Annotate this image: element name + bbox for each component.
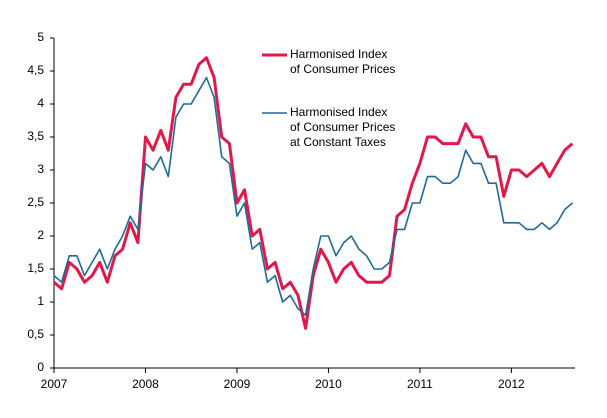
y-tick-label: 4,5 [27,63,44,77]
x-tick-label: 2010 [315,377,342,391]
y-tick-label: 2,5 [27,195,44,209]
y-tick-label: 4 [37,96,44,110]
x-tick-label: 2007 [41,377,68,391]
y-tick-label: 3,5 [27,129,44,143]
x-tick-label: 2009 [224,377,251,391]
y-tick-label: 1,5 [27,261,44,275]
data-line [53,56,574,330]
y-tick-label: 5 [37,30,44,44]
y-tick-label: 0,5 [27,327,44,341]
legend-label: Harmonised Index of Consumer Prices at C… [290,105,396,149]
y-tick-label: 1 [37,294,44,308]
x-tick-label: 2011 [407,377,433,391]
x-tick-label: 2008 [132,377,159,391]
y-tick-label: 2 [37,228,44,242]
data-line [53,76,573,316]
y-tick-label: 3 [37,162,44,176]
legend-label: Harmonised Index of Consumer Prices [290,47,396,76]
x-tick-label: 2012 [498,377,525,391]
y-tick-label: 0 [37,360,44,374]
